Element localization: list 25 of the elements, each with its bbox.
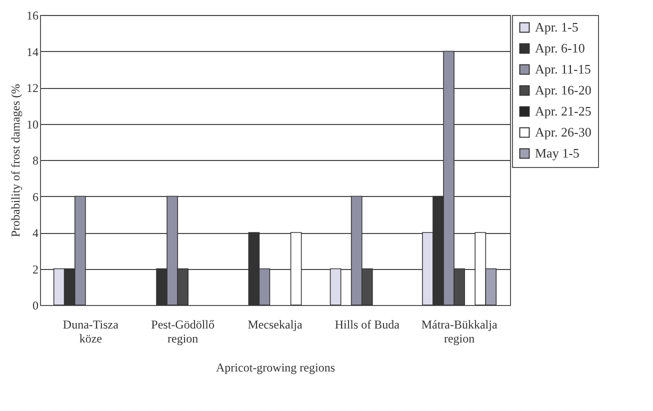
y-axis-title: Probability of frost damages (% xyxy=(8,84,22,238)
y-tick-label: 8 xyxy=(32,154,38,168)
y-tick-label: 12 xyxy=(26,81,38,95)
legend-label: Apr. 26-30 xyxy=(535,124,592,140)
x-axis-title: Apricot-growing regions xyxy=(216,360,336,374)
x-tick-label: Duna-Tisza köze xyxy=(62,318,120,346)
y-tick-label: 10 xyxy=(26,117,38,132)
legend-label: Apr. 6-10 xyxy=(535,40,585,56)
legend-label: Apr. 11-15 xyxy=(535,62,591,76)
y-tick-label: 0 xyxy=(32,298,38,312)
x-tick-label: Mecsekalja xyxy=(248,318,303,332)
x-tick-label: Pest-Gödöllő region xyxy=(151,318,215,346)
legend-label: Apr. 21-25 xyxy=(535,104,592,118)
y-tick-label: 6 xyxy=(32,190,38,204)
x-tick-label: Mátra-Bükkalja region xyxy=(421,318,498,346)
x-tick-label: Hills of Buda xyxy=(334,318,400,332)
bar xyxy=(290,232,302,306)
bar xyxy=(330,268,342,306)
legend-label: May 1-5 xyxy=(535,146,580,160)
y-tick-label: 14 xyxy=(26,44,38,59)
y-tick-label: 16 xyxy=(26,8,38,22)
y-tick-label: 4 xyxy=(32,226,38,240)
legend-label: Apr. 16-20 xyxy=(535,82,592,98)
y-tick-label: 2 xyxy=(32,262,38,276)
legend-label: Apr. 1-5 xyxy=(535,20,578,34)
